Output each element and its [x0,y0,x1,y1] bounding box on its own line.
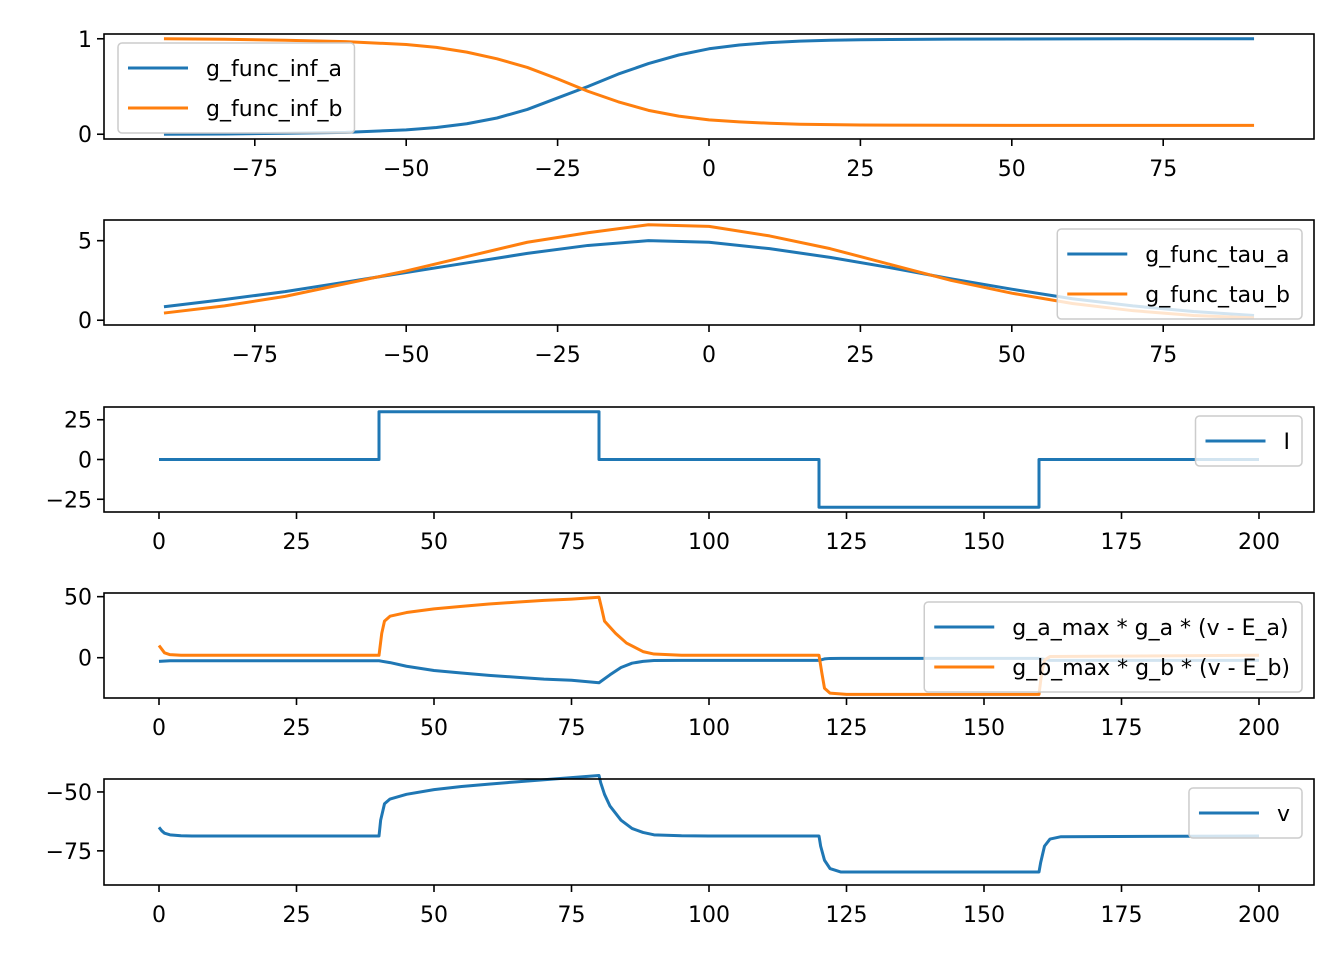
series-line-1 [159,410,1259,509]
x-tick-label: 150 [963,530,1005,555]
x-tick-label: −50 [383,157,429,182]
x-tick-label: 50 [420,716,448,741]
x-tick-label: 125 [826,903,868,928]
x-tick-label: 50 [420,903,448,928]
x-tick-label: 75 [1149,157,1177,182]
legend: g_func_inf_a g_func_inf_b [117,42,356,134]
axes-frame [103,778,1315,886]
x-tick-label: 150 [963,903,1005,928]
x-tick-label: 100 [688,716,730,741]
legend: I [1194,415,1303,467]
series-line-2 [157,595,1260,696]
y-tick-label: 0 [78,309,92,334]
x-tick-label: 0 [702,157,716,182]
y-tick-label: −75 [46,840,92,865]
x-tick-label: 100 [688,530,730,555]
x-tick-label: 25 [283,530,311,555]
x-tick-label: 0 [152,903,166,928]
x-tick-label: 25 [846,157,874,182]
y-tick-label: 0 [78,647,92,672]
x-tick-label: 125 [826,530,868,555]
legend-label: g_func_inf_b [206,97,342,122]
x-tick-label: 50 [998,157,1026,182]
x-tick-label: 50 [998,343,1026,368]
x-tick-label: 200 [1238,716,1280,741]
y-tick-label: 0 [78,123,92,148]
y-tick-label: −50 [46,781,92,806]
legend-label: I [1284,430,1291,455]
series-line-2 [163,37,1255,127]
x-tick-label: 25 [846,343,874,368]
legend-frame [923,601,1303,693]
x-tick-label: 75 [1149,343,1177,368]
legend-label: g_a_max * g_a * (v - E_a) [1012,616,1288,641]
x-tick-label: 175 [1101,903,1143,928]
x-tick-label: −75 [232,157,278,182]
legend: g_func_tau_a g_func_tau_b [1056,228,1303,320]
series-line-1 [157,773,1260,874]
legend: v [1188,787,1303,839]
x-tick-label: 200 [1238,903,1280,928]
series-line-1 [158,656,1259,685]
y-tick-label: 25 [64,409,92,434]
x-tick-label: 0 [702,343,716,368]
legend-label: v [1277,802,1290,827]
y-tick-label: 1 [78,28,92,53]
subplot-5: 0 25 50 75 100 125 150 175 200 −75 −50 v [46,773,1315,928]
x-tick-label: 100 [688,903,730,928]
x-tick-label: 200 [1238,530,1280,555]
x-tick-label: 175 [1101,530,1143,555]
legend-label: g_func_tau_b [1145,283,1290,308]
legend-frame [1056,228,1303,320]
legend-label: g_b_max * g_b * (v - E_b) [1012,656,1290,681]
y-tick-label: 0 [78,449,92,474]
x-tick-label: 125 [826,716,868,741]
x-tick-label: −25 [534,343,580,368]
x-tick-label: 25 [283,903,311,928]
subplot-2: −75 −50 −25 0 25 50 7505g_func_tau_ag_func_tau… [78,219,1315,368]
x-tick-label: −50 [383,343,429,368]
series-line-1 [163,37,1255,136]
y-tick-label: −25 [46,488,92,513]
x-tick-label: 0 [152,530,166,555]
subplot-4: 0 25 50 75 100 125 150 175 200 0 50 g_a_max * g_a *… [64,586,1315,741]
legend-frame [117,42,356,134]
subplot-1: −75 −50 −25 0 25 50 7501g_func_inf_ag_func_inf… [78,28,1315,182]
subplot-3: 0 25 50 75 100 125 150 175 200 −25 0 25 I [46,406,1315,555]
x-tick-label: 75 [558,530,586,555]
legend: g_a_max * g_a * (v - E_a) g_b_max * g_b *… [923,601,1303,693]
legend-label: g_func_tau_a [1145,243,1289,268]
y-tick-label: 5 [78,230,92,255]
y-tick-label: 50 [64,586,92,611]
x-tick-label: −75 [232,343,278,368]
x-tick-label: −25 [534,157,580,182]
legend-label: g_func_inf_a [206,57,342,82]
x-tick-label: 75 [558,716,586,741]
x-tick-label: 50 [420,530,448,555]
x-tick-label: 0 [152,716,166,741]
x-tick-label: 175 [1101,716,1143,741]
x-tick-label: 75 [558,903,586,928]
x-tick-label: 150 [963,716,1005,741]
x-tick-label: 25 [283,716,311,741]
